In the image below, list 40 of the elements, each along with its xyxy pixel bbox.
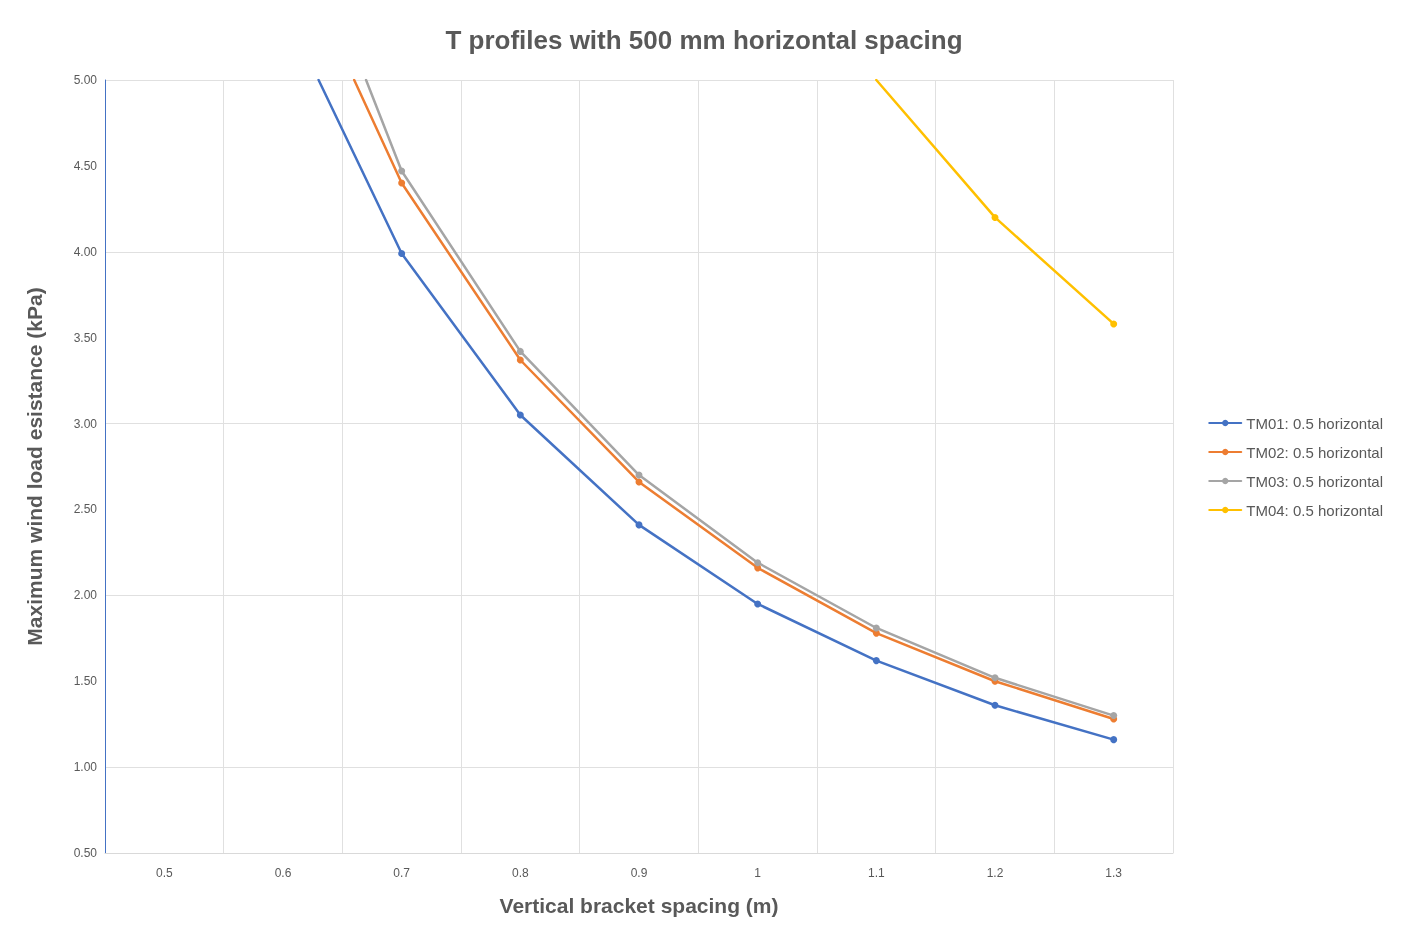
- point: [398, 179, 406, 187]
- x-axis-title: Vertical bracket spacing (m): [499, 894, 779, 917]
- y-tick-label: 2.00: [73, 588, 98, 603]
- y-tick-label: 3.00: [73, 416, 98, 431]
- legend-label: TM04: 0.5 horizontal: [1246, 501, 1384, 519]
- point: [398, 250, 406, 257]
- x-tick-label: 1.2: [986, 866, 1004, 880]
- point: [991, 701, 999, 709]
- point: [516, 411, 524, 419]
- x-tick-label: 0.7: [393, 866, 411, 880]
- point: [516, 347, 524, 355]
- chart-title: T profiles with 500 mm horizontal spacing: [445, 25, 963, 55]
- point: [516, 356, 524, 364]
- point: [872, 657, 880, 665]
- x-tick-label: 1: [754, 866, 762, 880]
- x-tick-label: 0.6: [274, 866, 292, 880]
- y-tick-label: 0.50: [73, 846, 98, 860]
- y-tick-label: 5.00: [73, 73, 98, 87]
- legend-label: TM02: 0.5 horizontal: [1246, 443, 1384, 461]
- x-tick-label: 0.5: [155, 866, 173, 880]
- y-tick-label: 3.50: [73, 330, 98, 345]
- x-tick-label: 1.3: [1105, 866, 1123, 880]
- y-axis-title: Maximum wind load esistance (kPa): [23, 287, 46, 646]
- legend-label: TM01: 0.5 horizontal: [1246, 414, 1384, 432]
- x-tick-label: 1.1: [867, 866, 885, 880]
- x-tick-label: 0.8: [511, 866, 529, 880]
- x-tick-label: 0.9: [630, 866, 648, 880]
- point: [754, 559, 762, 567]
- y-tick-label: 2.50: [73, 502, 98, 517]
- point: [1110, 320, 1118, 328]
- point: [872, 624, 880, 632]
- point: [398, 167, 406, 175]
- y-tick-label: 1.50: [73, 674, 98, 689]
- y-tick-label: 4.00: [73, 244, 98, 259]
- point: [1110, 736, 1118, 744]
- y-tick-label: 1.00: [73, 760, 98, 775]
- point: [754, 600, 762, 608]
- legend-label: TM03: 0.5 horizontal: [1246, 472, 1384, 490]
- point: [991, 213, 999, 221]
- y-tick-label: 4.50: [73, 158, 98, 173]
